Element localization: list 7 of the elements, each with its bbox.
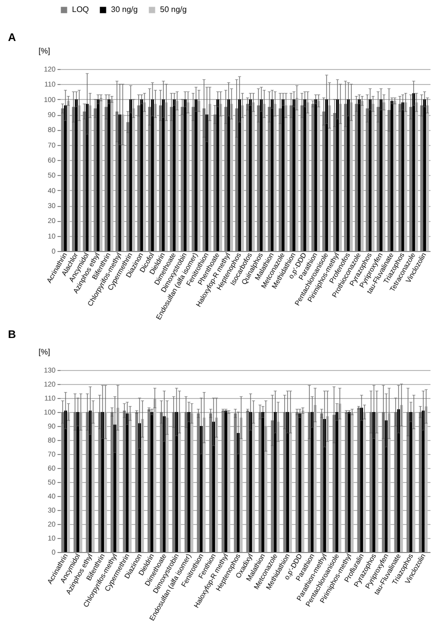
legend-label: LOQ bbox=[72, 5, 89, 14]
legend-label: 30 ng/g bbox=[111, 5, 138, 14]
chart-title: B bbox=[8, 329, 16, 341]
y-axis-title: [%] bbox=[38, 46, 50, 56]
legend-label: 50 ng/g bbox=[160, 5, 187, 14]
y-axis-title: [%] bbox=[38, 348, 50, 356]
chart-title: A bbox=[8, 32, 16, 44]
